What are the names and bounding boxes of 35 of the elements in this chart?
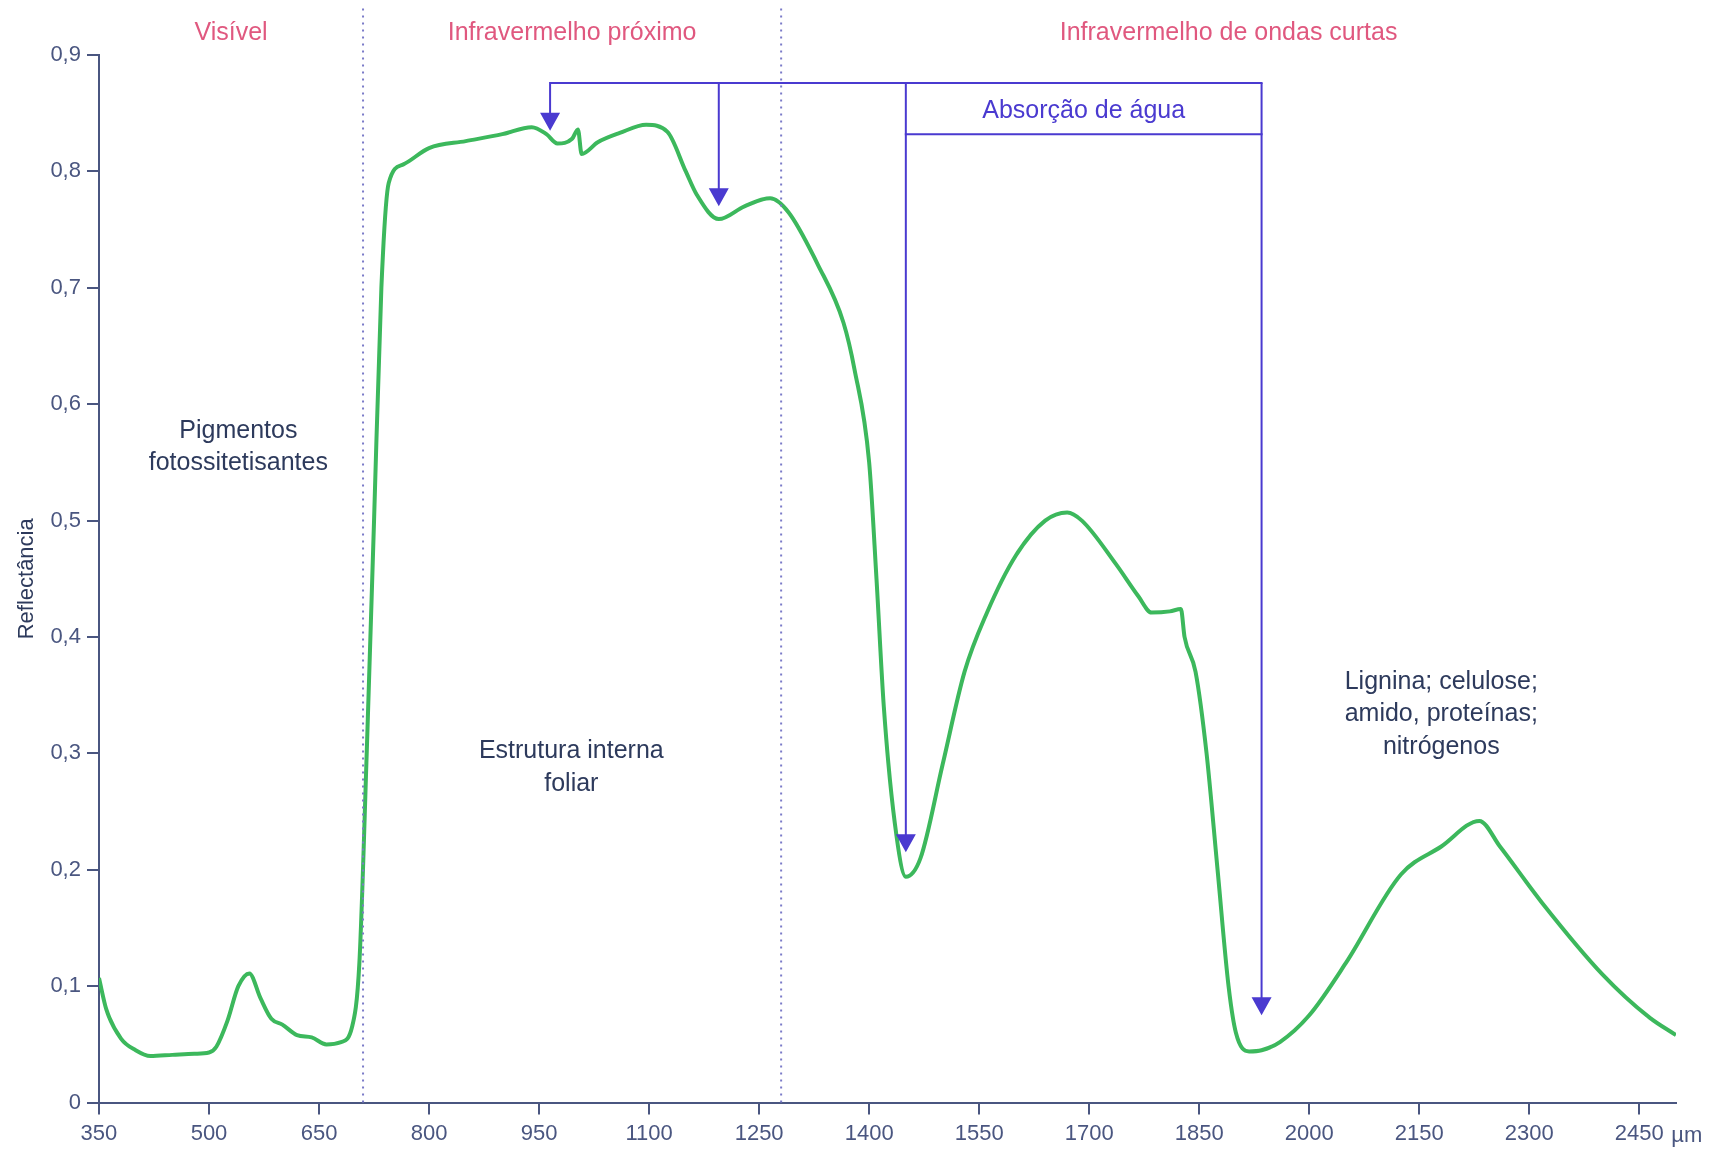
line-series — [98, 122, 1676, 1059]
x-tick-label: 950 — [520, 1119, 558, 1145]
x-tick-label: 800 — [410, 1119, 448, 1145]
x-tick-label: 650 — [300, 1119, 338, 1145]
x-axis-title: µm — [1671, 1120, 1703, 1149]
y-axis-title: Reflectância — [13, 517, 39, 640]
y-tick-label: 0 — [68, 1088, 81, 1114]
annotation: Absorção de água — [982, 93, 1186, 125]
x-tick-label: 1850 — [1174, 1119, 1224, 1145]
annotation: Lignina; celulose; amido, proteínas; nitrógenos — [1343, 664, 1539, 761]
x-tick-label: 2450 — [1614, 1119, 1664, 1145]
text: Infravermelho de ondas curtas — [1059, 15, 1398, 47]
x-tick-label: 1550 — [954, 1119, 1004, 1145]
text: Infravermelho próximo — [447, 15, 697, 47]
x-tick-label: 1250 — [734, 1119, 784, 1145]
text: Visível — [194, 15, 268, 47]
x-tick-label: 1700 — [1064, 1119, 1114, 1145]
annotation: Estrutura interna foliar — [477, 733, 665, 798]
y-tick-label: 0,9 — [50, 41, 81, 67]
y-tick-label: 0,2 — [50, 855, 81, 881]
y-tick-label: 0,5 — [50, 506, 81, 532]
y-tick-label: 0,8 — [50, 157, 81, 183]
y-tick-label: 0,1 — [50, 972, 81, 998]
y-tick-label: 0,3 — [50, 739, 81, 765]
x-tick-label: 2150 — [1394, 1119, 1444, 1145]
y-tick-label: 0,6 — [50, 390, 81, 416]
x-tick-label: 2300 — [1504, 1119, 1554, 1145]
x-tick-label: 350 — [80, 1119, 118, 1145]
x-tick-label: 2000 — [1284, 1119, 1334, 1145]
x-tick-label: 500 — [190, 1119, 228, 1145]
y-tick-label: 0,7 — [50, 273, 81, 299]
y-tick-label: 0,4 — [50, 623, 81, 649]
x-tick-label: 1400 — [844, 1119, 894, 1145]
annotation: Pigmentos fotossitetisantes — [147, 413, 329, 477]
x-tick-label: 1100 — [625, 1119, 673, 1145]
